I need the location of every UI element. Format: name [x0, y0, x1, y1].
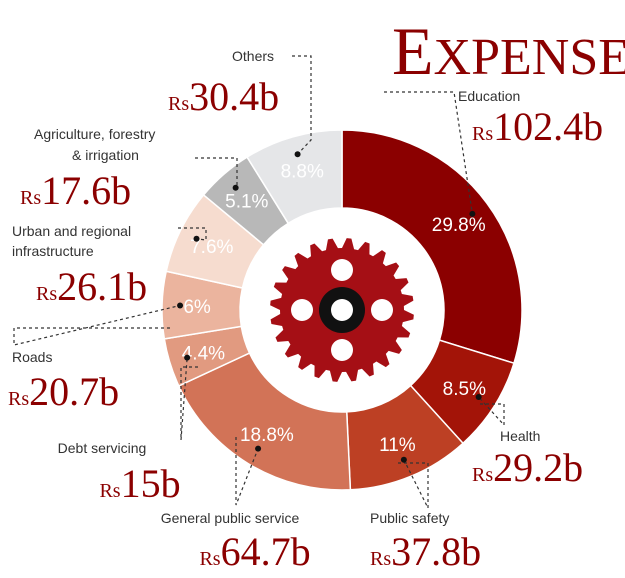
leader-line-education	[384, 91, 473, 214]
leader-dot-agriculture-forestry-irrigation	[232, 184, 239, 191]
category-label-others: Others	[232, 48, 274, 64]
amount-label-public-safety: Rs37.8b	[370, 529, 481, 574]
leader-dot-debt-servicing	[184, 354, 191, 361]
amount-label-agriculture-forestry-irrigation: Rs17.6b	[20, 168, 131, 213]
amount-label-education: Rs102.4b	[472, 104, 603, 149]
percent-label-education: 29.8%	[432, 215, 486, 236]
percent-label-others: 8.8%	[281, 162, 324, 183]
leader-line-general-public-service	[235, 437, 259, 506]
percent-label-public-safety: 11%	[379, 435, 416, 456]
category-label-roads: Roads	[12, 349, 52, 365]
percent-label-health: 8.5%	[443, 379, 486, 400]
leader-dot-others	[294, 151, 301, 158]
category-label-health: Health	[500, 428, 540, 444]
slice-others	[246, 129, 343, 225]
leader-dot-urban-and-regional-infrastructure	[193, 235, 200, 242]
slice-education	[341, 129, 523, 365]
leader-line-others	[292, 55, 312, 155]
leader-line-urban-and-regional-infrastructure	[178, 227, 207, 241]
leader-dot-public-safety	[400, 456, 407, 463]
leader-line-debt-servicing	[180, 357, 198, 441]
category-label-education: Education	[458, 88, 520, 104]
category-label-urban-and-regional-infrastructure: Urban and regional infrastructure	[12, 223, 131, 259]
amount-label-others: Rs30.4b	[168, 74, 279, 119]
amount-label-health: Rs29.2b	[472, 445, 583, 490]
amount-label-debt-servicing: Rs15b	[99, 461, 180, 506]
leader-line-roads	[13, 304, 181, 346]
category-label-agriculture-forestry-irrigation: Agriculture, forestry & irrigation	[34, 126, 155, 163]
percent-label-urban-and-regional-infrastructure: 7.6%	[190, 237, 233, 258]
amount-label-general-public-service: Rs64.7b	[199, 529, 310, 574]
amount-label-urban-and-regional-infrastructure: Rs26.1b	[36, 264, 147, 309]
category-label-general-public-service: General public service	[161, 510, 300, 526]
amount-label-roads: Rs20.7b	[8, 369, 119, 414]
leader-dot-general-public-service	[255, 445, 262, 452]
percent-label-general-public-service: 18.8%	[240, 425, 294, 446]
percent-label-debt-servicing: 4.4%	[182, 344, 225, 365]
percent-label-roads: 6%	[183, 297, 211, 318]
slice-general-public-service	[177, 352, 352, 491]
leader-dot-health	[475, 393, 482, 400]
leader-dot-roads	[177, 302, 184, 309]
chart-title: EXPENSES	[392, 13, 625, 89]
category-label-debt-servicing: Debt servicing	[58, 440, 147, 456]
leader-dot-education	[469, 210, 476, 217]
leader-line-public-safety	[398, 459, 429, 509]
percent-label-agriculture-forestry-irrigation: 5.1%	[225, 192, 268, 213]
gear-icon	[270, 238, 414, 382]
leader-line-health	[478, 396, 505, 427]
category-label-public-safety: Public safety	[370, 510, 449, 526]
